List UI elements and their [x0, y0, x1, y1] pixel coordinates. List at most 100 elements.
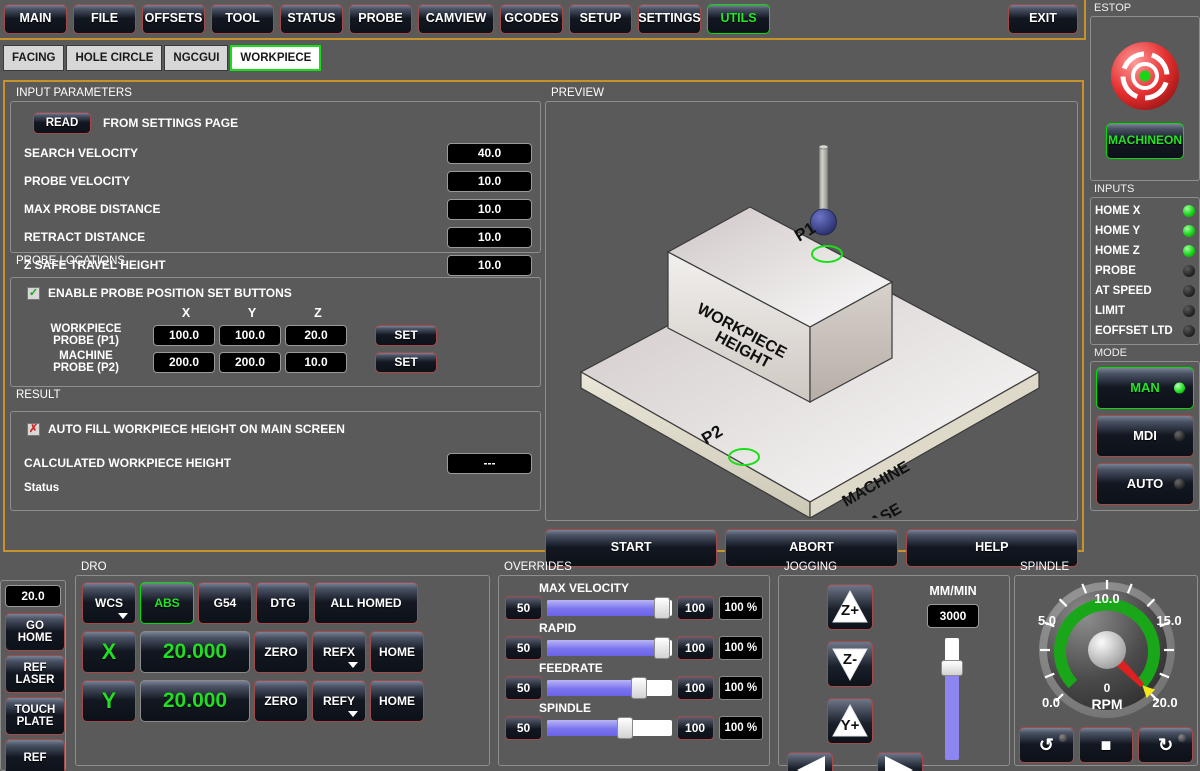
dtg-button[interactable]: DTG [256, 582, 310, 624]
jog-z-plus-button[interactable]: Z+ [827, 584, 873, 630]
exit-button[interactable]: EXIT [1008, 4, 1078, 34]
home-x-button[interactable]: HOME [370, 631, 424, 673]
refx-dropdown[interactable]: REFX [312, 631, 366, 673]
tab-facing[interactable]: FACING [3, 45, 65, 71]
jog-rate-slider[interactable] [941, 638, 963, 760]
sub-tab-bar: FACING HOLE CIRCLE NGCGUI WORKPIECE [0, 45, 1086, 77]
jog-x-minus-button[interactable] [787, 752, 833, 771]
nav-button-gcodes[interactable]: GCODES [500, 4, 563, 34]
ref-laser-button[interactable]: REF LASER [5, 655, 65, 693]
machine-on-button[interactable]: MACHINE ON [1106, 122, 1184, 159]
tab-hole-circle[interactable]: HOLE CIRCLE [66, 45, 163, 71]
jog-rate-slider-knob[interactable] [941, 660, 963, 676]
tab-ngcgui[interactable]: NGCGUI [164, 45, 229, 71]
feedrate-min[interactable]: 50 [505, 676, 543, 700]
param-input-max-probe-distance[interactable]: 10.0 [447, 198, 532, 220]
read-button[interactable]: READ [33, 112, 91, 134]
spindle-override-max[interactable]: 100 [676, 716, 714, 740]
axis-label-y[interactable]: Y [82, 680, 136, 722]
probe-p2-z-input[interactable]: 10.0 [285, 351, 347, 373]
jog-y-plus-button[interactable]: Y+ [827, 698, 873, 744]
zero-x-button[interactable]: ZERO [254, 631, 308, 673]
spindle-stop-button[interactable]: ■ [1078, 727, 1134, 763]
mode-button-mdi[interactable]: MDI [1096, 415, 1194, 457]
nav-button-probe[interactable]: PROBE [349, 4, 412, 34]
spindle-override-slider[interactable] [547, 717, 672, 739]
spindle-override-slider-knob[interactable] [617, 717, 634, 739]
probe-p2-set-button[interactable]: SET [375, 351, 437, 373]
nav-button-setup[interactable]: SETUP [569, 4, 632, 34]
nav-button-utils[interactable]: UTILS [707, 4, 770, 34]
param-input-retract-distance[interactable]: 10.0 [447, 226, 532, 248]
home-y-button[interactable]: HOME [370, 680, 424, 722]
start-button[interactable]: START [545, 529, 718, 567]
abort-button[interactable]: ABORT [725, 529, 898, 567]
param-input-search-velocity[interactable]: 40.0 [447, 142, 532, 164]
estop-icon[interactable] [1108, 39, 1182, 113]
left-column: INPUT PARAMETERS READ FROM SETTINGS PAGE… [10, 85, 541, 511]
spindle-override-min[interactable]: 50 [505, 716, 543, 740]
param-label-max-probe-distance: MAX PROBE DISTANCE [24, 202, 161, 216]
param-input-probe-velocity[interactable]: 10.0 [447, 170, 532, 192]
probe-locations-group: ✓ ENABLE PROBE POSITION SET BUTTONS X Y … [10, 277, 541, 387]
rapid-min[interactable]: 50 [505, 636, 543, 660]
zero-y-button[interactable]: ZERO [254, 680, 308, 722]
jog-increment-value[interactable]: 20.0 [5, 585, 61, 607]
g54-button[interactable]: G54 [198, 582, 252, 624]
override-row-rapid: 50 100 100 % [505, 636, 764, 660]
mode-button-man[interactable]: MAN [1096, 367, 1194, 409]
nav-button-offsets[interactable]: OFFSETS [142, 4, 205, 34]
probe-p1-x-input[interactable]: 100.0 [153, 324, 215, 346]
nav-button-status[interactable]: STATUS [280, 4, 343, 34]
param-input-z-safe-travel-height[interactable]: 10.0 [447, 254, 532, 276]
svg-text:Z-: Z- [843, 651, 857, 668]
probe-p2-x-input[interactable]: 200.0 [153, 351, 215, 373]
nav-button-tool[interactable]: TOOL [211, 4, 274, 34]
axis-value-y[interactable]: 20.000 [140, 680, 250, 722]
nav-button-camview[interactable]: CAMVIEW [418, 4, 494, 34]
spindle-ccw-button[interactable]: ↺ [1019, 727, 1074, 763]
feedrate-slider[interactable] [547, 677, 672, 699]
touch-plate-button[interactable]: TOUCH PLATE [5, 697, 65, 735]
param-row-retract-distance: RETRACT DISTANCE 10.0 [19, 223, 532, 251]
probe-p1-y-input[interactable]: 100.0 [219, 324, 281, 346]
jog-x-plus-button[interactable] [877, 752, 923, 771]
axis-value-x[interactable]: 20.000 [140, 631, 250, 673]
feedrate-max[interactable]: 100 [676, 676, 714, 700]
override-label-rapid: RAPID [539, 621, 577, 635]
probe-p2-y-input[interactable]: 200.0 [219, 351, 281, 373]
nav-button-file[interactable]: FILE [73, 4, 136, 34]
max-velocity-slider-knob[interactable] [653, 597, 670, 619]
max-velocity-slider[interactable] [547, 597, 672, 619]
checkbox-autofill-workpiece-height[interactable]: ✗ [27, 422, 40, 436]
rapid-slider-knob[interactable] [653, 637, 670, 659]
enable-probe-set-row[interactable]: ✓ ENABLE PROBE POSITION SET BUTTONS [19, 286, 532, 300]
refy-dropdown[interactable]: REFY [312, 680, 366, 722]
probe-p1-set-button[interactable]: SET [375, 324, 437, 346]
ref-button[interactable]: REF [5, 739, 65, 771]
jog-z-minus-button[interactable]: Z- [827, 641, 873, 687]
max-velocity-min[interactable]: 50 [505, 596, 543, 620]
help-button[interactable]: HELP [905, 529, 1078, 567]
nav-button-main[interactable]: MAIN [4, 4, 67, 34]
axis-label-x[interactable]: X [82, 631, 136, 673]
param-row-max-probe-distance: MAX PROBE DISTANCE 10.0 [19, 195, 532, 223]
mode-button-auto[interactable]: AUTO [1096, 463, 1194, 505]
wcs-dropdown[interactable]: WCS [82, 582, 136, 624]
mode-led-mdi [1174, 430, 1185, 442]
autofill-row[interactable]: ✗ AUTO FILL WORKPIECE HEIGHT ON MAIN SCR… [19, 422, 532, 436]
rapid-max[interactable]: 100 [676, 636, 714, 660]
tab-workpiece[interactable]: WORKPIECE [230, 45, 322, 71]
max-velocity-max[interactable]: 100 [676, 596, 714, 620]
checkbox-enable-probe-set[interactable]: ✓ [27, 286, 40, 300]
rapid-slider[interactable] [547, 637, 672, 659]
all-homed-indicator[interactable]: ALL HOMED [314, 582, 418, 624]
jog-rate-value[interactable]: 3000 [927, 604, 979, 628]
go-home-button[interactable]: GO HOME [5, 613, 65, 651]
abs-button[interactable]: ABS [140, 582, 194, 624]
nav-button-settings[interactable]: SETTINGS [638, 4, 701, 34]
calculated-height-value: --- [447, 452, 532, 474]
spindle-cw-button[interactable]: ↻ [1138, 727, 1194, 763]
probe-p1-z-input[interactable]: 20.0 [285, 324, 347, 346]
feedrate-slider-knob[interactable] [631, 677, 648, 699]
